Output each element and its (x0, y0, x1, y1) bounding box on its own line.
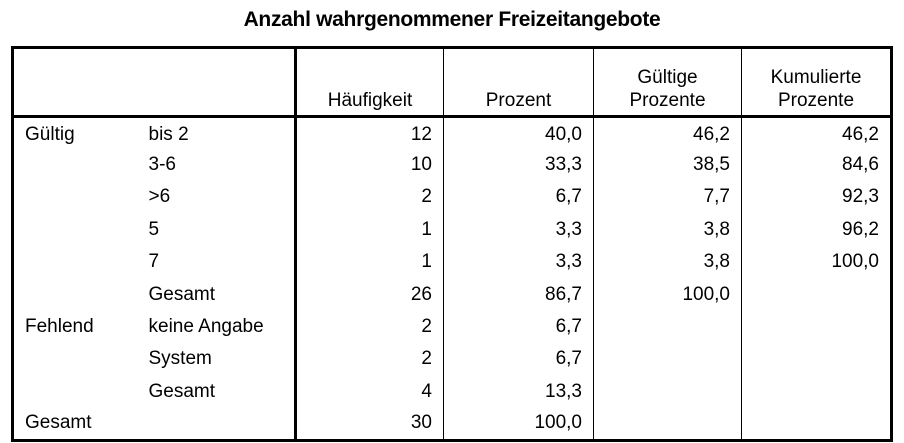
frequency-cell: 2 (294, 343, 444, 376)
row-label-cell: System (148, 348, 212, 370)
row-group-cell: Fehlend (25, 316, 94, 338)
cumulative-percent-cell: 100,0 (741, 246, 892, 279)
frequency-cell: 1 (294, 246, 444, 279)
frequency-cell: 30 (294, 408, 444, 441)
row-group-cell (13, 214, 139, 246)
row-label-cell: keine Angabe (148, 316, 264, 338)
row-label-cell: 5 (148, 218, 160, 240)
row-label-cell: bis 2 (148, 124, 189, 146)
percent-cell: 40,0 (443, 116, 594, 149)
table-row: 3-6 10 33,3 38,5 84,6 (13, 148, 892, 182)
valid-percent-cell: 3,8 (593, 213, 742, 247)
row-group-cell (13, 278, 139, 310)
valid-percent-cell (593, 375, 742, 409)
cumulative-percent-cell (741, 278, 892, 311)
row-label-cell: >6 (148, 186, 171, 208)
valid-percent-cell: 7,7 (593, 181, 742, 214)
valid-percent-cell: 3,8 (593, 246, 742, 279)
valid-percent-cell (593, 310, 742, 344)
header-haeufigkeit: Häufigkeit (294, 47, 444, 118)
percent-cell: 6,7 (443, 310, 594, 344)
row-group-cell (13, 246, 139, 278)
table-row: Gesamt 30 100,0 (13, 408, 892, 441)
header-kumulierte-prozente: Kumulierte Prozente (741, 47, 892, 118)
valid-percent-cell: 46,2 (593, 116, 742, 149)
row-label-cell: Gesamt (148, 380, 216, 402)
valid-percent-cell (593, 408, 742, 441)
cumulative-percent-cell: 46,2 (741, 116, 892, 149)
row-group-cell: Gesamt (25, 412, 92, 434)
row-group-cell (13, 376, 139, 408)
cumulative-percent-cell (741, 343, 892, 376)
cumulative-percent-cell (741, 408, 892, 441)
frequency-cell: 4 (294, 375, 444, 409)
table-row: 5 1 3,3 3,8 96,2 (13, 213, 892, 247)
frequency-cell: 1 (294, 213, 444, 247)
frequency-cell: 10 (294, 148, 444, 182)
frequency-cell: 12 (294, 116, 444, 149)
cumulative-percent-cell: 92,3 (741, 181, 892, 214)
frequency-cell: 2 (294, 181, 444, 214)
percent-cell: 3,3 (443, 213, 594, 247)
table-row: Gesamt 4 13,3 (13, 375, 892, 409)
row-label-cell: Gesamt (148, 283, 216, 305)
header-prozent: Prozent (443, 47, 594, 118)
frequency-cell: 26 (294, 278, 444, 311)
percent-cell: 6,7 (443, 181, 594, 214)
table-row: System 2 6,7 (13, 343, 892, 376)
cumulative-percent-cell (741, 375, 892, 409)
valid-percent-cell: 38,5 (593, 148, 742, 182)
row-group-cell (13, 181, 139, 213)
header-empty-group (12, 47, 139, 118)
percent-cell: 3,3 (443, 246, 594, 279)
table-row: >6 2 6,7 7,7 92,3 (13, 181, 892, 214)
row-label-cell: 3-6 (148, 154, 176, 176)
percent-cell: 86,7 (443, 278, 594, 311)
cumulative-percent-cell: 96,2 (741, 213, 892, 247)
header-row: Häufigkeit Prozent Gültige Prozente Kumul… (12, 47, 892, 118)
header-empty-label (138, 47, 296, 118)
table-row: Gültig bis 2 12 40,0 46,2 46,2 (13, 116, 892, 149)
valid-percent-cell: 100,0 (593, 278, 742, 311)
percent-cell: 6,7 (443, 343, 594, 376)
row-label-cell: 7 (148, 251, 160, 273)
table-row: 7 1 3,3 3,8 100,0 (13, 246, 892, 279)
percent-cell: 33,3 (443, 148, 594, 182)
frequency-table: Häufigkeit Prozent Gültige Prozente Kumul… (11, 46, 893, 442)
row-group-cell (13, 149, 139, 181)
cumulative-percent-cell: 84,6 (741, 148, 892, 182)
valid-percent-cell (593, 343, 742, 376)
row-label-cell (139, 408, 296, 440)
percent-cell: 13,3 (443, 375, 594, 409)
table-body: Gültig bis 2 12 40,0 46,2 46,2 3-6 10 33,3 38,5 84… (13, 116, 892, 441)
percent-cell: 100,0 (443, 408, 594, 441)
frequency-cell: 2 (294, 310, 444, 344)
table-row: Fehlend keine Angabe 2 6,7 (13, 310, 892, 344)
header-gueltige-prozente: Gültige Prozente (593, 47, 742, 118)
table-title: Anzahl wahrgenommener Freizeitangebote (243, 8, 661, 31)
row-group-cell (13, 343, 139, 375)
table-row: Gesamt 26 86,7 100,0 (13, 278, 892, 311)
cumulative-percent-cell (741, 310, 892, 344)
row-group-cell: Gültig (25, 124, 75, 146)
